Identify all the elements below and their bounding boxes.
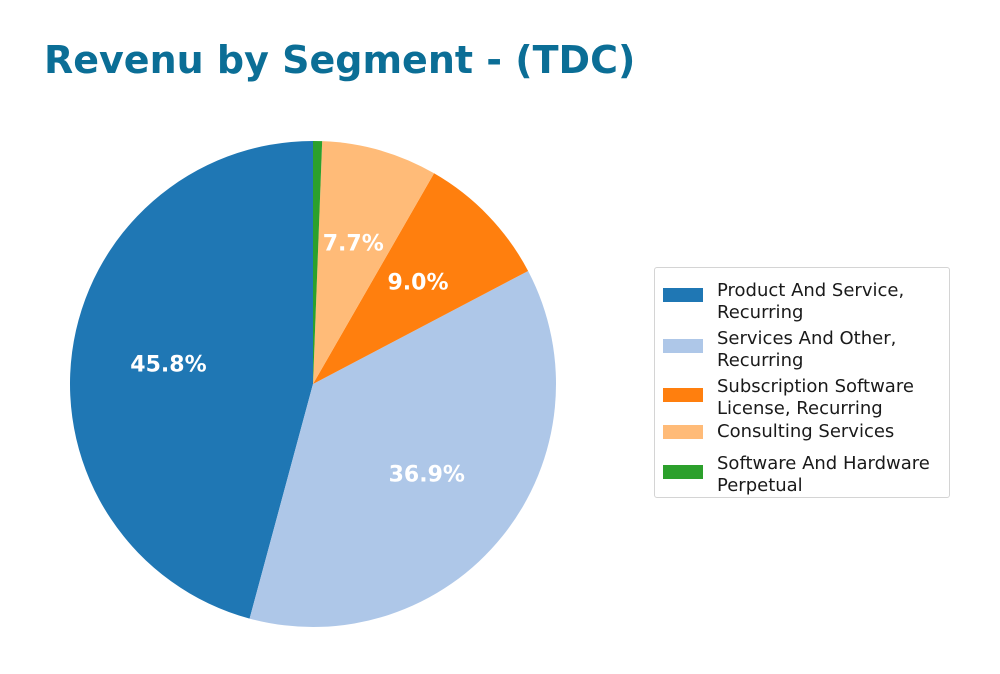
legend-label: Software And Hardware Perpetual bbox=[717, 453, 930, 496]
slice-percent-label: 36.9% bbox=[389, 463, 465, 488]
slice-percent-label: 9.0% bbox=[388, 270, 449, 295]
legend-swatch bbox=[663, 425, 703, 439]
legend-label: Product And Service, Recurring bbox=[717, 280, 905, 323]
legend-label: Subscription Software License, Recurring bbox=[717, 376, 914, 419]
legend-swatch bbox=[663, 288, 703, 302]
pie-slice bbox=[313, 173, 529, 384]
chart-title: Revenu by Segment - (TDC) bbox=[44, 38, 636, 82]
pie-slice bbox=[70, 141, 313, 619]
pie-slice bbox=[313, 141, 435, 384]
slice-percent-label: 45.8% bbox=[130, 352, 206, 377]
pie-slice bbox=[313, 141, 323, 384]
pie-slice bbox=[249, 270, 556, 627]
chart-legend: Product And Service, Recurring Services … bbox=[654, 267, 950, 498]
legend-swatch bbox=[663, 339, 703, 353]
legend-swatch bbox=[663, 388, 703, 402]
slice-percent-label: 7.7% bbox=[323, 231, 384, 256]
legend-label: Consulting Services bbox=[717, 421, 895, 442]
legend-swatch bbox=[663, 465, 703, 479]
legend-label: Services And Other, Recurring bbox=[717, 328, 897, 371]
